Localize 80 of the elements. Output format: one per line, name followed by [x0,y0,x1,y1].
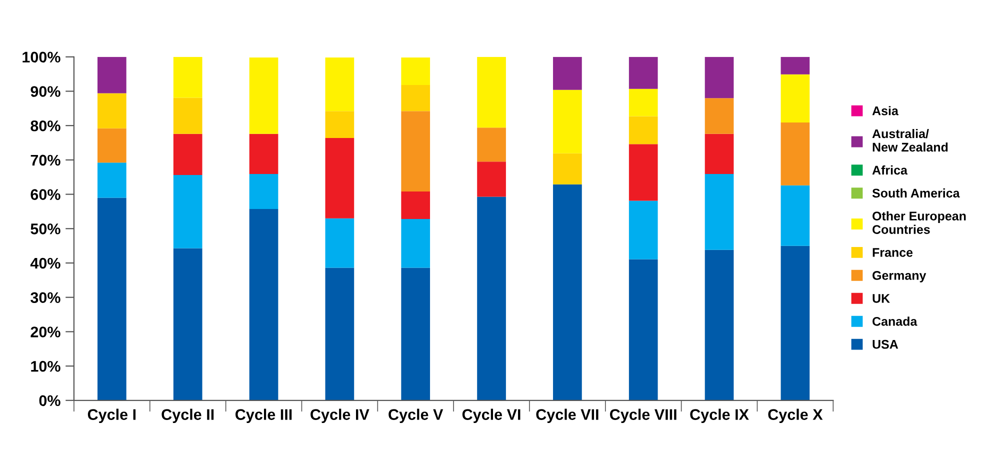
y-tick-label: 80% [30,120,60,132]
legend-label: Africa [872,165,908,175]
bar [97,198,126,400]
bar [325,58,354,112]
x-tick-label: Cycle VII [536,408,598,423]
bar [401,192,430,220]
legend-label: France [872,248,913,257]
bar [97,56,126,94]
bar [97,93,126,128]
bar [401,85,430,112]
bar [401,111,430,192]
bar [401,268,430,400]
y-tick-label: 40% [30,258,60,269]
bar [173,175,202,248]
x-tick-label: Cycle III [236,408,292,423]
bar [173,98,202,134]
y-tick-label: 10% [31,360,60,372]
bar [704,56,734,98]
bar [97,128,126,163]
bar [780,246,810,400]
x-tick-label: Cycle VI [462,408,520,423]
bar [477,128,506,162]
bar [704,174,734,250]
bar [628,259,658,400]
x-tick-label: Cycle IV [310,408,370,423]
bar [97,162,126,198]
bar [704,98,734,134]
x-tick-label: Cycle V [388,408,444,423]
bar [477,56,506,128]
y-tick-label: 0% [39,395,60,406]
legend-label: Australia/ New Zealand [872,128,948,152]
bar [553,56,582,90]
legend-label: Canada [872,316,918,326]
bar [477,196,506,400]
legend-label: South America [872,188,960,198]
legend-label: Asia [872,106,898,116]
y-tick-label: 70% [30,154,60,166]
bar [628,144,658,201]
x-tick-label: Cycle IX [690,408,749,423]
bar [249,58,278,134]
legend-label: Other European Countries [872,211,966,234]
bar [173,248,202,400]
y-tick-label: 60% [30,189,60,200]
bar [628,116,658,144]
y-tick-label: 30% [30,292,60,304]
bar [628,88,658,116]
bar [249,134,278,174]
bar [553,184,582,400]
bar [780,122,810,186]
bar [325,111,354,138]
bar [173,134,202,176]
x-tick-label: Cycle VIII [610,408,676,423]
bar [401,58,430,86]
y-tick-label: 100% [22,52,60,63]
x-tick-label: Cycle II [162,408,214,423]
bar [401,219,430,268]
bar [325,218,354,268]
y-tick-label: 20% [30,326,60,338]
bar [704,134,734,174]
bar [477,162,506,197]
x-tick-label: Cycle X [768,408,823,423]
x-tick-label: Cycle I [88,408,136,423]
bar [628,200,658,260]
bar [249,174,278,210]
bar [553,90,582,154]
bar [704,250,734,400]
y-tick-label: 90% [30,86,60,97]
bar [173,56,202,98]
bar [780,56,810,74]
legend-label: Germany [872,271,926,282]
bar [553,153,582,184]
y-tick-label: 50% [30,224,60,234]
bar [628,56,658,89]
bar [325,268,354,400]
legend-label: UK [872,294,890,303]
bar [780,185,810,246]
bar [780,74,810,122]
bar [325,138,354,218]
bar [249,209,278,400]
legend-label: USA [872,340,898,349]
